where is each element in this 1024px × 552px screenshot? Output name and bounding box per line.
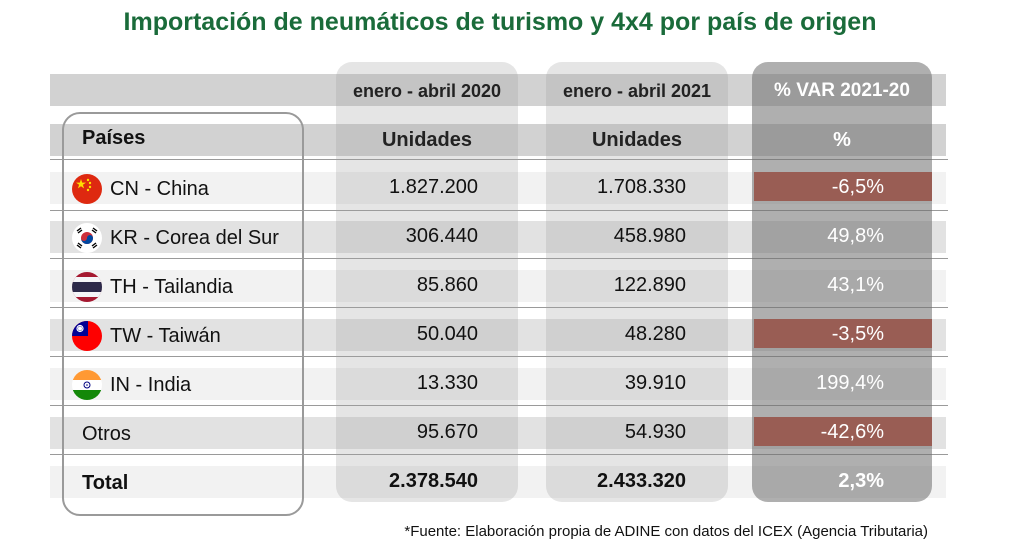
india-flag-icon	[72, 370, 102, 400]
chart-title: Importación de neumáticos de turismo y 4…	[123, 8, 877, 36]
value-2021-taiwan: 48.280	[624, 323, 686, 345]
total-var: 2,3%	[838, 470, 884, 492]
row-separator	[50, 258, 948, 259]
value-2020-taiwan: 50.040	[416, 323, 478, 345]
total-label: Total	[82, 472, 129, 494]
thailand-flag-icon	[72, 272, 102, 302]
value-2020-china: 1.827.200	[389, 176, 478, 198]
subheader-paises: Países	[82, 127, 146, 149]
header-2021: enero - abril 2021	[562, 81, 712, 101]
country-label-thailand: TH - Tailandia	[110, 276, 234, 298]
column-2020-box	[336, 62, 518, 502]
country-label-korea: KR - Corea del Sur	[110, 227, 279, 249]
row-separator	[50, 356, 948, 357]
header-2020: enero - abril 2020	[352, 81, 502, 101]
value-2020-thailand: 85.860	[416, 274, 478, 296]
value-2020-otros: 95.670	[416, 421, 478, 443]
var-thailand: 43,1%	[827, 274, 884, 296]
total-2020: 2.378.540	[389, 470, 478, 492]
var-india: 199,4%	[816, 372, 884, 394]
row-separator	[50, 210, 948, 211]
taiwan-flag-icon	[72, 321, 102, 351]
south-korea-flag-icon	[72, 223, 102, 253]
var-china: -6,5%	[831, 176, 884, 198]
row-separator	[50, 454, 948, 455]
china-flag-icon	[72, 174, 102, 204]
subheader-percent: %	[833, 129, 851, 151]
var-taiwan: -3,5%	[831, 323, 884, 345]
total-2021: 2.433.320	[597, 470, 686, 492]
column-2021-box	[546, 62, 728, 502]
value-2021-india: 39.910	[624, 372, 686, 394]
row-separator	[50, 307, 948, 308]
value-2020-india: 13.330	[416, 372, 478, 394]
row-separator	[50, 159, 948, 160]
subheader-unidades-2020: Unidades	[381, 129, 473, 151]
country-label-china: CN - China	[110, 178, 209, 200]
value-2021-china: 1.708.330	[597, 176, 686, 198]
country-label-taiwan: TW - Taiwán	[110, 325, 221, 347]
value-2020-korea: 306.440	[405, 225, 478, 247]
value-2021-otros: 54.930	[624, 421, 686, 443]
column-var-box	[752, 62, 932, 502]
country-label-otros: Otros	[82, 423, 131, 445]
row-separator	[50, 405, 948, 406]
countries-box	[62, 112, 304, 516]
subheader-unidades-2021: Unidades	[591, 129, 683, 151]
value-2021-korea: 458.980	[613, 225, 686, 247]
var-korea: 49,8%	[827, 225, 884, 247]
country-label-india: IN - India	[110, 374, 192, 396]
value-2021-thailand: 122.890	[613, 274, 686, 296]
source-footnote: *Fuente: Elaboración propia de ADINE con…	[404, 523, 928, 540]
var-otros: -42,6%	[820, 421, 884, 443]
header-var: % VAR 2021-20	[774, 80, 910, 101]
